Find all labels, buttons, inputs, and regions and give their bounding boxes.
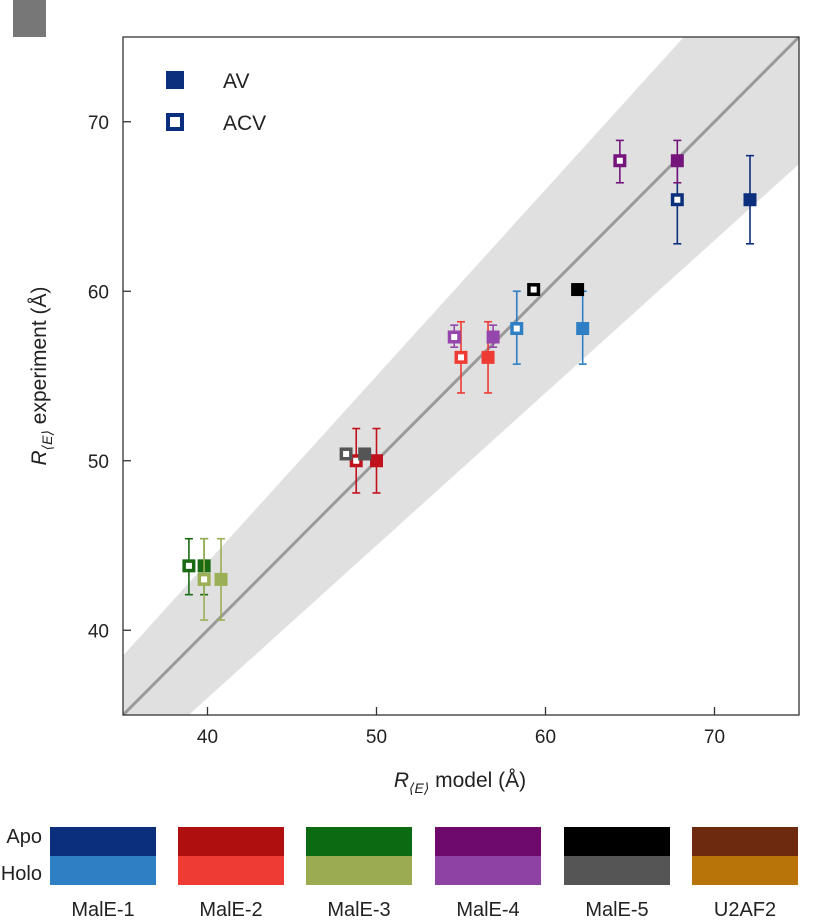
y-tick-label-50: 50 [88,452,109,473]
marker-male-2-holo-av [481,350,495,364]
key-label-male-2: MalE-2 [199,899,262,921]
marker-male-4-apo-av [670,154,684,168]
key-label-male-3: MalE-3 [327,899,390,921]
key-swatch-male-4-holo [435,856,541,885]
legend-marker-acv [166,113,184,131]
key-swatch-male-3-apo [306,827,412,856]
x-axis-label: R⟨E⟩ model (Å) [394,769,526,796]
marker-male-3-apo-acv [182,559,196,573]
key-row-label-apo: Apo [6,826,42,848]
key-swatch-male-3-holo [306,856,412,885]
x-tick-label-50: 50 [366,727,387,748]
key-label-male-5: MalE-5 [585,899,648,921]
legend-marker-av [166,71,184,89]
key-swatch-male-1-holo [50,856,156,885]
key-swatch-male-2-apo [178,827,284,856]
x-tick-label-60: 60 [535,727,556,748]
marker-male-2-apo-acv [349,454,363,468]
marker-male-1-holo-acv [510,322,524,336]
marker-male-5-holo-av [358,447,372,461]
marker-male-5-apo-av [571,283,585,297]
marker-male-5-apo-acv [527,283,541,297]
marker-male-4-apo-acv [613,154,627,168]
key-swatch-male-5-holo [564,856,670,885]
key-label-u2af2: U2AF2 [714,899,776,921]
marker-male-3-holo-av [214,572,228,586]
data-points [182,139,757,621]
key-swatch-male-5-apo [564,827,670,856]
legend-label-av: AV [223,70,249,93]
reference-band [123,37,799,715]
plot-area [123,37,799,715]
marker-male-1-apo-av [743,193,757,207]
marker-male-4-holo-av [486,330,500,344]
y-axis: 40 50 60 70 [88,113,131,642]
key-swatch-male-1-apo [50,827,156,856]
key-swatch-male-4-apo [435,827,541,856]
x-axis: 40 50 60 70 [197,707,725,748]
marker-male-2-holo-acv [454,350,468,364]
key-swatch-u2af2-holo [692,856,798,885]
marker-male-1-apo-acv [670,193,684,207]
key-swatch-u2af2-apo [692,827,798,856]
x-tick-label-40: 40 [197,727,218,748]
y-tick-label-40: 40 [88,621,109,642]
key-label-male-4: MalE-4 [456,899,519,921]
legend-label-acv: ACV [223,112,266,135]
marker-male-3-holo-acv [197,572,211,586]
key-row-label-holo: Holo [1,863,42,885]
panel-label-marker [13,0,46,37]
y-tick-label-60: 60 [88,282,109,303]
y-axis-label: R⟨E⟩ experiment (Å) [28,287,55,466]
y-tick-label-70: 70 [88,113,109,134]
color-key: Apo Holo MalE-1 MalE-2 MalE-3 MalE-4 MalE-5 U… [1,826,798,921]
plot-frame [122,36,800,716]
key-swatch-male-2-holo [178,856,284,885]
marker-male-4-holo-acv [447,330,461,344]
marker-male-2-apo-av [370,454,383,468]
marker-male-1-holo-av [576,322,590,336]
legend: AV ACV [166,70,266,135]
marker-male-5-holo-acv [339,447,353,461]
x-tick-label-70: 70 [704,727,725,748]
key-label-male-1: MalE-1 [71,899,134,921]
